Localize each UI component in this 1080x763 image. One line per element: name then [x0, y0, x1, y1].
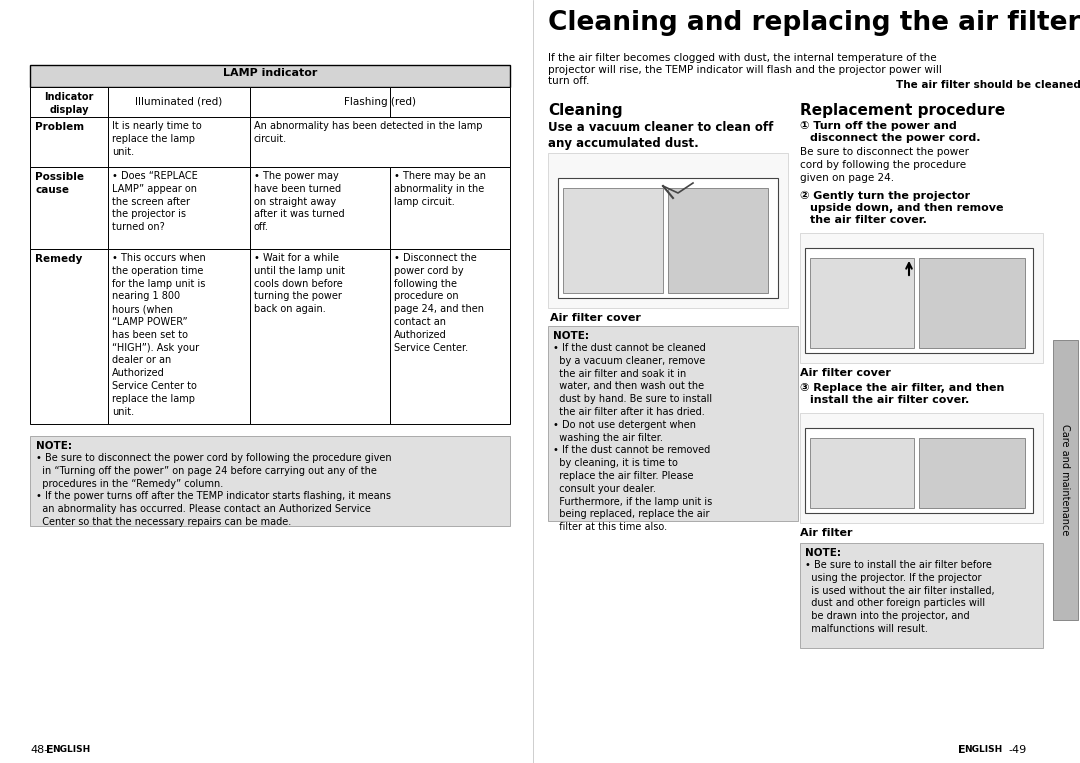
Text: the air filter cover.: the air filter cover. — [810, 215, 927, 225]
Bar — [390, 167, 510, 249]
Bar — [249, 249, 390, 424]
Text: • Disconnect the
power cord by
following the
procedure on
page 24, and then
cont: • Disconnect the power cord by following… — [394, 253, 484, 353]
Bar — [548, 153, 788, 308]
Text: install the air filter cover.: install the air filter cover. — [810, 395, 969, 405]
Bar — [390, 87, 510, 117]
Text: Illuminated (red): Illuminated (red) — [135, 97, 222, 107]
Bar — [1053, 340, 1078, 620]
Text: Remedy: Remedy — [35, 254, 82, 264]
Text: • If the dust cannot be cleaned
  by a vacuum cleaner, remove
  the air filter a: • If the dust cannot be cleaned by a vac… — [553, 343, 712, 533]
Bar — [563, 188, 663, 293]
Text: 48-: 48- — [30, 745, 49, 755]
Bar — [800, 413, 1043, 523]
Text: • Be sure to disconnect the power cord by following the procedure given
  in “Tu: • Be sure to disconnect the power cord b… — [36, 453, 392, 527]
Bar — [30, 436, 510, 526]
Text: -49: -49 — [1008, 745, 1026, 755]
Bar — [249, 117, 510, 167]
Bar — [30, 87, 108, 117]
Bar — [810, 258, 914, 348]
Bar — [800, 233, 1043, 363]
Text: Possible
cause: Possible cause — [35, 172, 84, 195]
Bar — [30, 249, 108, 424]
Bar — [390, 249, 510, 424]
Bar — [249, 87, 390, 117]
Text: • The power may
have been turned
on straight away
after it was turned
off.: • The power may have been turned on stra… — [254, 171, 345, 232]
Text: • There may be an
abnormality in the
lamp circuit.: • There may be an abnormality in the lam… — [394, 171, 486, 207]
Bar — [800, 543, 1043, 648]
Text: Air filter cover: Air filter cover — [800, 368, 891, 378]
Text: Problem: Problem — [35, 122, 84, 132]
Text: NGLISH: NGLISH — [964, 745, 1002, 754]
Text: E: E — [958, 745, 966, 755]
Text: • Does “REPLACE
LAMP” appear on
the screen after
the projector is
turned on?: • Does “REPLACE LAMP” appear on the scre… — [112, 171, 198, 232]
Text: Cleaning: Cleaning — [548, 103, 623, 118]
Bar — [669, 188, 768, 293]
Bar — [30, 167, 108, 249]
Bar — [108, 249, 249, 424]
Bar — [919, 438, 1025, 508]
Text: The air filter should be cleaned every 100 hours of use.: The air filter should be cleaned every 1… — [896, 80, 1080, 90]
Bar — [30, 117, 108, 167]
Text: ① Turn off the power and: ① Turn off the power and — [800, 121, 957, 131]
Text: Cleaning and replacing the air filter: Cleaning and replacing the air filter — [548, 10, 1080, 36]
Text: upside down, and then remove: upside down, and then remove — [810, 203, 1003, 213]
Text: • Wait for a while
until the lamp unit
cools down before
turning the power
back : • Wait for a while until the lamp unit c… — [254, 253, 345, 314]
Text: Flashing (red): Flashing (red) — [345, 97, 416, 107]
Bar — [805, 248, 1032, 353]
Text: Indicator
display: Indicator display — [44, 92, 94, 114]
Text: ② Gently turn the projector: ② Gently turn the projector — [800, 191, 970, 201]
Text: NOTE:: NOTE: — [36, 441, 72, 451]
Text: Replacement procedure: Replacement procedure — [800, 103, 1005, 118]
Text: E: E — [46, 745, 54, 755]
Text: ③ Replace the air filter, and then: ③ Replace the air filter, and then — [800, 383, 1004, 393]
Text: NOTE:: NOTE: — [805, 548, 841, 558]
Bar — [919, 258, 1025, 348]
Text: Be sure to disconnect the power
cord by following the procedure
given on page 24: Be sure to disconnect the power cord by … — [800, 147, 969, 182]
Text: If the air filter becomes clogged with dust, the internal temperature of the
pro: If the air filter becomes clogged with d… — [548, 53, 942, 86]
Bar — [548, 326, 798, 521]
Bar — [108, 87, 249, 117]
Bar — [30, 65, 510, 87]
Bar — [805, 428, 1032, 513]
Text: • Be sure to install the air filter before
  using the projector. If the project: • Be sure to install the air filter befo… — [805, 560, 995, 634]
Text: An abnormality has been detected in the lamp
circuit.: An abnormality has been detected in the … — [254, 121, 483, 143]
Bar — [108, 167, 249, 249]
Text: disconnect the power cord.: disconnect the power cord. — [810, 133, 981, 143]
Bar — [108, 117, 249, 167]
Bar — [558, 178, 778, 298]
Text: NGLISH: NGLISH — [52, 745, 91, 754]
Text: Use a vacuum cleaner to clean off
any accumulated dust.: Use a vacuum cleaner to clean off any ac… — [548, 121, 773, 150]
Text: Air filter: Air filter — [800, 528, 852, 538]
Text: NOTE:: NOTE: — [553, 331, 589, 341]
Text: Air filter cover: Air filter cover — [550, 313, 640, 323]
Text: LAMP indicator: LAMP indicator — [222, 68, 318, 78]
Text: It is nearly time to
replace the lamp
unit.: It is nearly time to replace the lamp un… — [112, 121, 202, 156]
Bar — [810, 438, 914, 508]
Text: Care and maintenance: Care and maintenance — [1061, 424, 1070, 536]
Text: • This occurs when
the operation time
for the lamp unit is
nearing 1 800
hours (: • This occurs when the operation time fo… — [112, 253, 206, 417]
Bar — [249, 167, 390, 249]
